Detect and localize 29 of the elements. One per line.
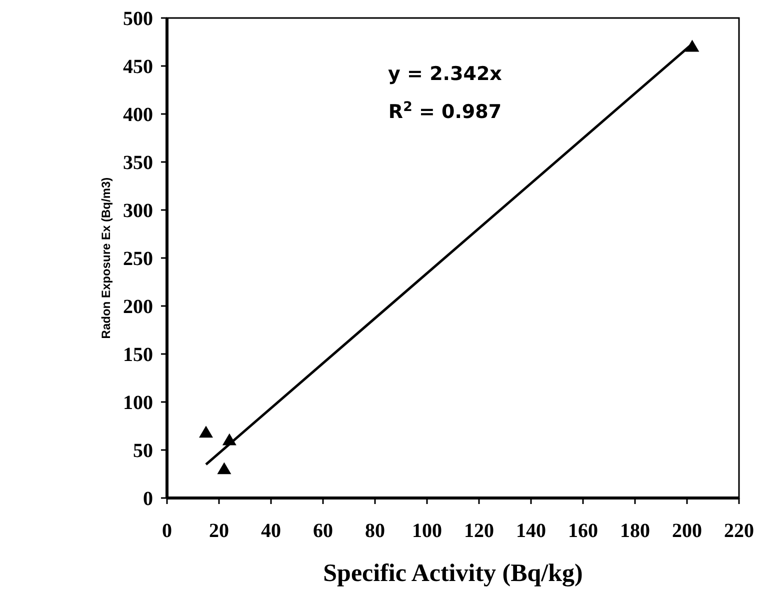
x-tick-label: 80 — [365, 520, 385, 542]
y-tick-label: 300 — [123, 200, 153, 222]
y-tick-label: 400 — [123, 104, 153, 126]
point — [217, 462, 232, 474]
x-tick-label: 180 — [620, 520, 650, 542]
y-tick-label: 250 — [123, 248, 153, 270]
point — [199, 426, 213, 438]
y-tick-label: 200 — [123, 296, 153, 318]
annotation: y = 2.342x — [388, 63, 502, 85]
annotation: R$^{2}$ = 0.987 — [388, 100, 502, 123]
x-axis-title: Specific Activity (Bq/kg) — [323, 560, 583, 587]
y-tick-label: 350 — [123, 152, 153, 174]
x-tick-label: 160 — [568, 520, 598, 542]
y-tick-label: 450 — [123, 56, 153, 78]
x-tick-label: 220 — [724, 520, 754, 542]
x-tick-label: 140 — [516, 520, 546, 542]
x-tick-label: 120 — [464, 520, 494, 542]
y-tick-label: 150 — [123, 344, 153, 366]
x-tick-label: 0 — [162, 520, 172, 542]
x-tick-label: 200 — [672, 520, 702, 542]
x-tick-label: 20 — [209, 520, 229, 542]
y-tick-label: 100 — [123, 392, 153, 414]
x-tick-label: 40 — [261, 520, 281, 542]
y-tick-label: 500 — [123, 8, 153, 30]
x-tick-label: 100 — [412, 520, 442, 542]
x-tick-label: 60 — [313, 520, 333, 542]
y-tick-label: 50 — [133, 440, 153, 462]
y-axis-title: Radon Exposure Ex (Bq/m3) — [99, 177, 113, 339]
y-tick-label: 0 — [143, 488, 153, 510]
